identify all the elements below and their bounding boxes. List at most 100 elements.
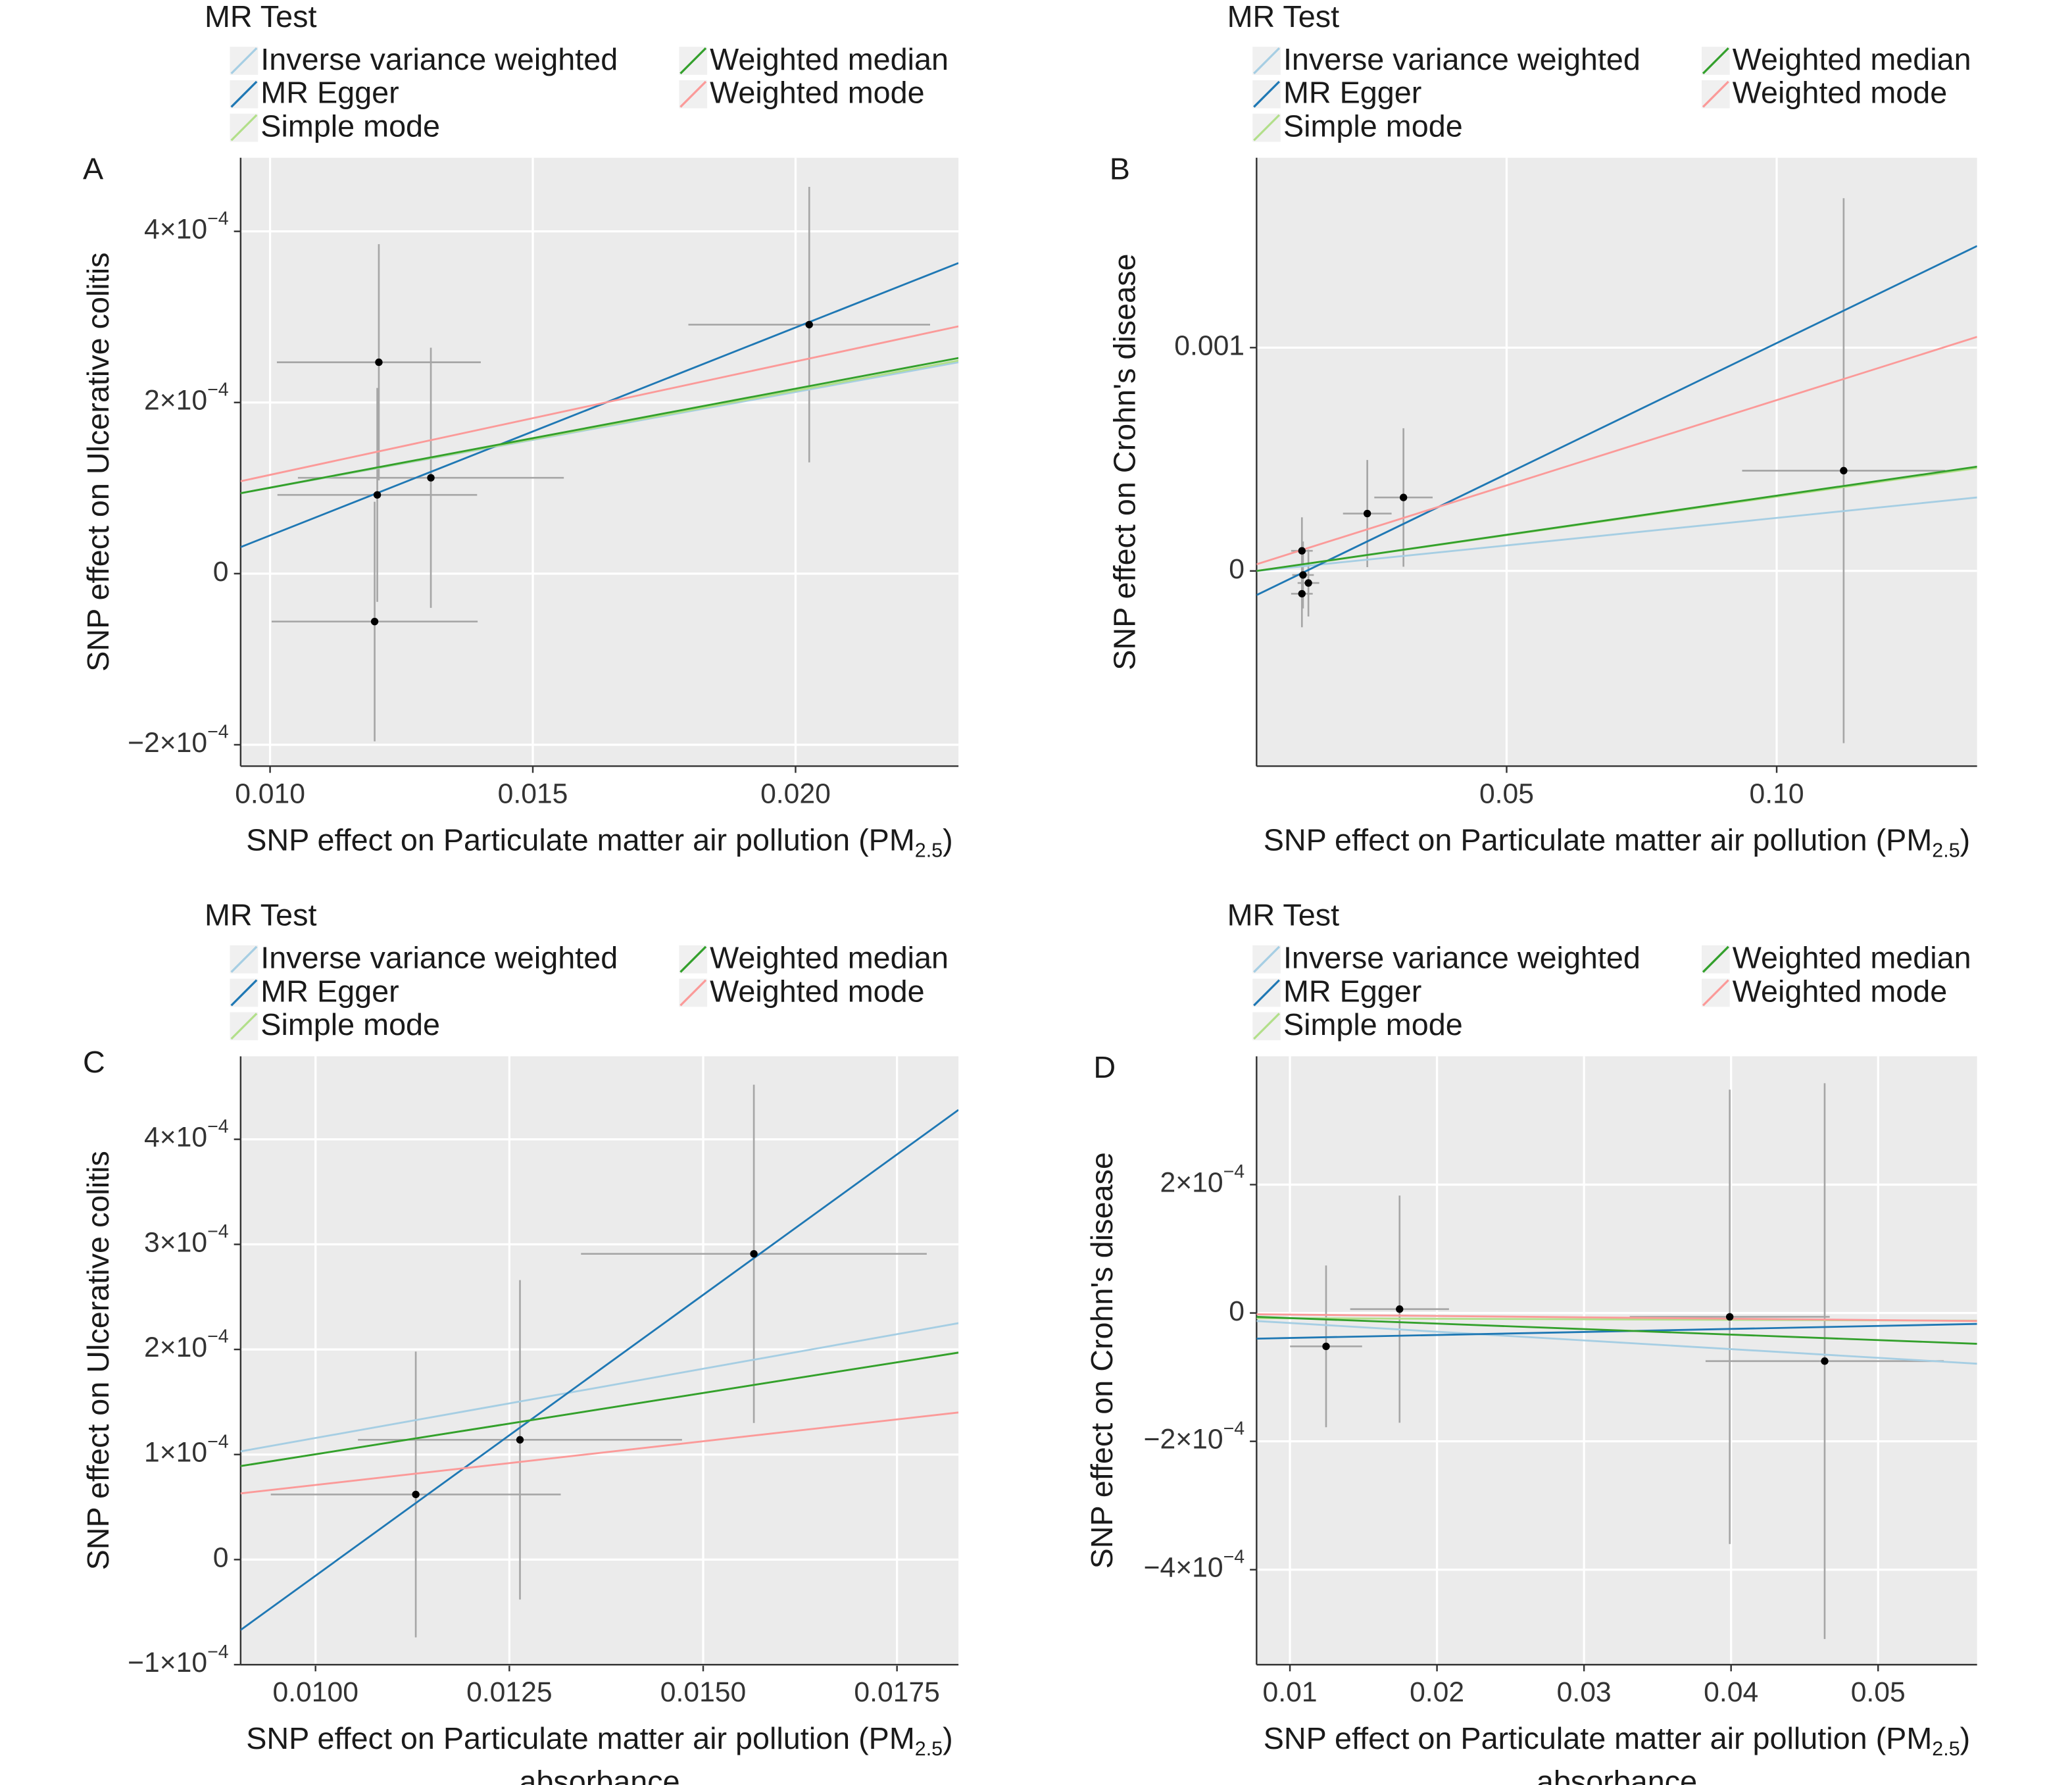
regression-line — [1256, 1322, 1977, 1340]
x-axis-title-sub: 2.5 — [915, 1738, 943, 1760]
legend-label: Inverse variance weighted — [260, 940, 618, 974]
legend-swatch — [679, 979, 707, 1007]
panel-label: D — [1093, 1050, 1116, 1084]
legend-title: MR Test — [205, 0, 317, 34]
x-axis-title-sub: 2.5 — [1932, 840, 1960, 862]
point — [1304, 579, 1312, 587]
x-axis-title-sub: 2.5 — [1932, 1738, 1960, 1760]
legend-label: Inverse variance weighted — [1283, 940, 1640, 974]
tick-label: 0.001 — [1174, 330, 1245, 362]
plot-background — [240, 1056, 959, 1665]
tick-label: 0.020 — [760, 778, 831, 809]
tick-label: 4×10−4 — [144, 208, 229, 245]
legend-label: Weighted mode — [710, 974, 924, 1008]
regression-line — [1256, 465, 1977, 572]
regression-line — [240, 357, 959, 494]
legend-label: Simple mode — [1283, 1007, 1463, 1042]
legend-label: Weighted mode — [710, 76, 924, 110]
regression-line — [1256, 245, 1977, 596]
legend-swatch — [1253, 1013, 1281, 1040]
x-axis-title-sub: 2.5 — [915, 840, 943, 862]
point — [1399, 493, 1408, 501]
y-axis-title: SNP effect on Crohn's disease — [1108, 253, 1142, 670]
legend-label: Weighted mode — [1733, 974, 1947, 1008]
regression-line — [1256, 336, 1977, 565]
regression-line — [1256, 1320, 1977, 1365]
x-axis-title: SNP effect on Particulate matter air pol… — [246, 1721, 952, 1760]
tick-label: 0 — [213, 556, 229, 588]
panel: 0.0100 0.0125 0.0150 0.0175 −1×10−4 0 1×10−4 2×… — [81, 897, 959, 1785]
legend-label: Weighted median — [710, 940, 949, 974]
regression-line — [240, 1322, 959, 1453]
regression-line — [240, 1109, 959, 1631]
x-axis-title-main: SNP effect on Particulate matter air pol… — [1264, 823, 1933, 857]
legend-swatch — [679, 945, 707, 973]
legend-swatch — [1253, 979, 1281, 1007]
legend-label: Weighted median — [1733, 42, 1971, 76]
tick-label: 0.015 — [498, 778, 568, 809]
point — [750, 1249, 758, 1258]
legend-label: Simple mode — [1283, 109, 1463, 143]
point — [1299, 571, 1307, 579]
regression-line — [1256, 1316, 1977, 1345]
legend-label: Weighted mode — [1733, 76, 1947, 110]
legend-swatch — [230, 1013, 258, 1040]
legend-swatch — [1253, 80, 1281, 108]
tick-label: −4×10−4 — [1144, 1546, 1245, 1584]
legend-swatch — [1253, 114, 1281, 141]
point — [1840, 466, 1848, 475]
regression-line — [240, 1411, 959, 1495]
tick-label: 0.02 — [1410, 1676, 1464, 1708]
legend-label: Weighted median — [710, 42, 949, 76]
point — [373, 491, 382, 499]
tick-label: 0 — [213, 1542, 229, 1574]
legend-swatch — [230, 80, 258, 108]
legend-swatch — [679, 47, 707, 74]
legend-title: MR Test — [205, 897, 317, 932]
x-axis-title-line2: absorbance — [1537, 1764, 1697, 1785]
plot-marks — [240, 187, 959, 742]
legend-label: Weighted median — [1733, 940, 1971, 974]
x-axis-title-end: ) — [943, 823, 953, 857]
y-axis-title: SNP effect on Ulcerative colitis — [81, 1151, 115, 1570]
plot-background — [1256, 157, 1977, 767]
tick-label: 0.05 — [1479, 778, 1534, 809]
tick-label: 2×10−4 — [1160, 1161, 1245, 1199]
legend-title: MR Test — [1227, 897, 1340, 932]
point — [375, 358, 383, 366]
x-axis-title-end: ) — [943, 1721, 953, 1755]
point — [1322, 1342, 1330, 1351]
tick-label: 0.0150 — [660, 1676, 746, 1708]
panel: 0.05 0.10 0 0.001 B SNP effect on Crohn's dis… — [1108, 0, 1977, 862]
x-axis-title-end: ) — [1960, 1721, 1971, 1755]
regression-line — [240, 325, 959, 482]
tick-label: 0.0125 — [466, 1676, 552, 1708]
legend-swatch — [1253, 47, 1281, 74]
tick-label: 1×10−4 — [144, 1431, 229, 1469]
legend-swatch — [230, 945, 258, 973]
legend-label: Inverse variance weighted — [260, 42, 618, 76]
legend-swatch — [1702, 80, 1729, 108]
legend-label: Inverse variance weighted — [1283, 42, 1640, 76]
y-axis-title: SNP effect on Crohn's disease — [1085, 1152, 1119, 1569]
tick-label: 0 — [1229, 553, 1245, 585]
tick-label: 0.03 — [1557, 1676, 1612, 1708]
legend-swatch — [1253, 945, 1281, 973]
point — [1821, 1357, 1829, 1365]
legend-swatch — [679, 80, 707, 108]
x-axis-title-line2: absorbance — [519, 1764, 679, 1785]
tick-label: 0.04 — [1704, 1676, 1758, 1708]
legend-swatch — [230, 979, 258, 1007]
point — [412, 1490, 420, 1499]
panel: 0.010 0.015 0.020 −2×10−4 0 2×10−4 4×10−4 A SNP … — [81, 0, 959, 862]
regression-line — [1256, 1313, 1977, 1322]
panel-label: A — [83, 151, 104, 186]
point — [370, 617, 379, 626]
x-axis-title-main: SNP effect on Particulate matter air pol… — [246, 823, 915, 857]
legend-swatch — [1702, 47, 1729, 74]
legend-label: Simple mode — [260, 109, 440, 143]
y-axis-title: SNP effect on Ulcerative colitis — [81, 252, 115, 671]
tick-label: 2×10−4 — [144, 1326, 229, 1363]
tick-label: 0.10 — [1750, 778, 1804, 809]
